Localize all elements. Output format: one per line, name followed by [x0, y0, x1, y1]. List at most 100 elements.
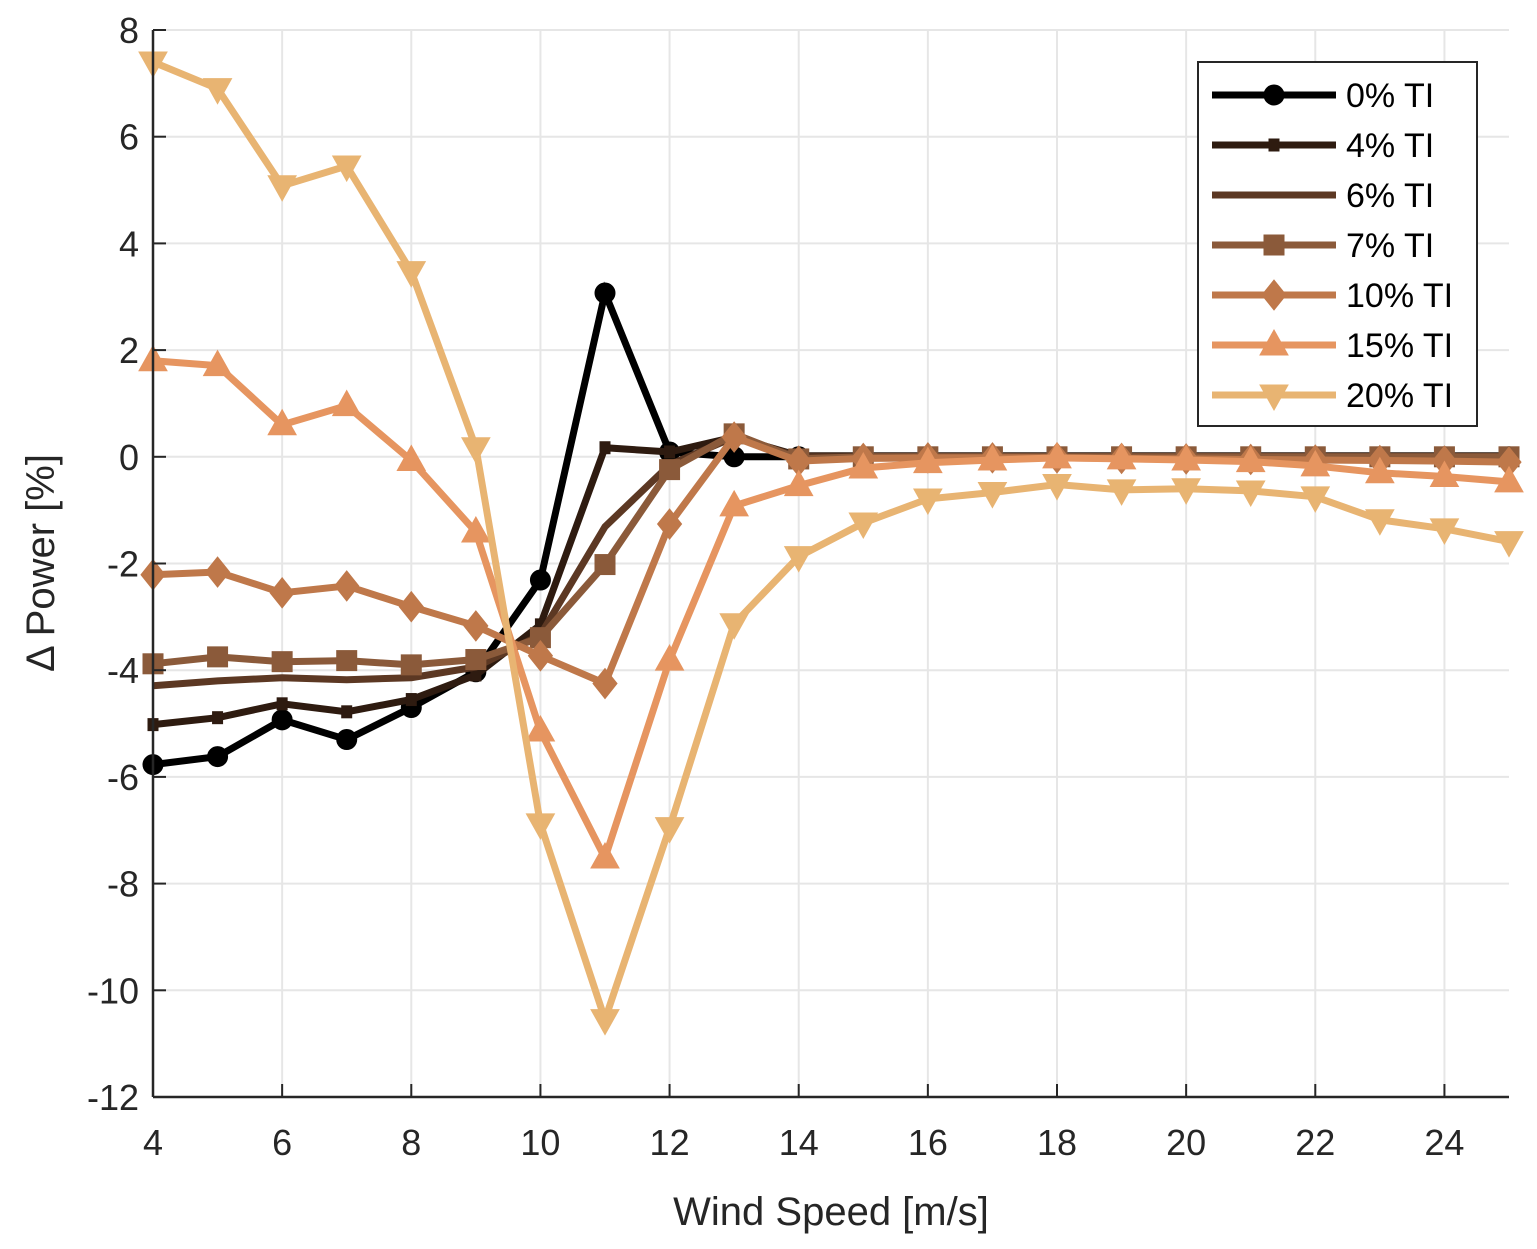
data-point: [1042, 441, 1072, 469]
x-tick-label: 16: [908, 1122, 948, 1163]
data-point: [336, 729, 358, 751]
data-point: [202, 349, 233, 377]
data-point: [1042, 474, 1072, 501]
data-point: [848, 451, 879, 479]
y-tick-label: 8: [119, 10, 139, 51]
legend-marker: [1268, 138, 1280, 152]
x-tick-label: 20: [1166, 1122, 1206, 1163]
y-axis-label: Δ Power [%]: [19, 454, 63, 672]
y-tick-label: 6: [119, 117, 139, 158]
legend-label: 0% TI: [1346, 77, 1434, 115]
data-point: [271, 651, 293, 673]
legend-item: 20% TI: [1212, 377, 1453, 415]
data-point: [719, 489, 749, 517]
y-tick-label: -2: [107, 544, 139, 585]
data-point: [1106, 479, 1137, 506]
x-tick-label: 8: [401, 1122, 421, 1163]
data-point: [1235, 480, 1266, 507]
data-point: [204, 556, 231, 588]
data-point: [461, 437, 491, 464]
data-point: [396, 261, 427, 288]
data-point: [783, 469, 814, 497]
y-tick-label: -6: [107, 757, 139, 798]
data-point: [654, 817, 685, 844]
data-point: [267, 175, 297, 202]
x-tick-label: 12: [650, 1122, 690, 1163]
data-point: [525, 714, 556, 742]
legend-label: 4% TI: [1346, 127, 1434, 165]
data-point: [400, 654, 422, 676]
series-line: [151, 58, 1510, 1031]
data-point: [1429, 518, 1460, 545]
data-point: [334, 570, 360, 602]
data-point: [594, 282, 616, 304]
data-point: [783, 546, 814, 573]
legend-item: 7% TI: [1212, 227, 1434, 265]
data-point: [654, 644, 685, 671]
data-point: [977, 482, 1008, 509]
data-point: [848, 512, 879, 539]
legend-item: 10% TI: [1212, 277, 1453, 315]
data-point: [1494, 465, 1524, 493]
legend-marker: [1259, 384, 1289, 412]
legend-marker: [1261, 279, 1287, 311]
data-point: [461, 516, 491, 543]
legend-label: 20% TI: [1346, 377, 1453, 415]
data-point: [331, 389, 362, 417]
x-tick-label: 6: [272, 1122, 292, 1163]
legend-marker: [1263, 84, 1285, 106]
data-point: [594, 554, 616, 576]
legend-item: 4% TI: [1212, 127, 1434, 165]
data-point: [1171, 478, 1201, 505]
data-point: [331, 155, 362, 183]
legend-label: 6% TI: [1346, 177, 1434, 215]
legend-label: 10% TI: [1346, 277, 1453, 315]
data-point: [721, 421, 747, 453]
y-tick-label: 2: [119, 330, 139, 371]
data-point: [463, 610, 489, 642]
data-point: [398, 590, 424, 623]
y-tick-label: -12: [87, 1077, 139, 1118]
data-point: [719, 613, 749, 640]
data-point: [599, 441, 611, 455]
data-point: [977, 443, 1008, 471]
data-point: [1235, 445, 1266, 473]
data-point: [1300, 449, 1331, 477]
data-point: [1106, 442, 1137, 470]
series-15-ti: [138, 344, 1524, 869]
data-point: [465, 649, 487, 671]
data-point: [527, 639, 554, 672]
y-tick-label: -8: [107, 864, 139, 905]
data-point: [396, 444, 427, 472]
x-tick-label: 18: [1037, 1122, 1077, 1163]
data-point: [1429, 460, 1460, 488]
x-tick-label: 4: [143, 1122, 163, 1163]
legend-marker: [1263, 234, 1285, 256]
x-tick-label: 24: [1424, 1122, 1464, 1163]
data-point: [1365, 509, 1395, 536]
data-point: [336, 650, 358, 672]
axes: [151, 29, 1509, 1099]
data-point: [267, 408, 297, 436]
data-point: [405, 693, 417, 707]
data-point: [1365, 456, 1395, 484]
data-point: [664, 445, 676, 459]
legend-label: 7% TI: [1346, 227, 1434, 265]
data-point: [276, 697, 288, 711]
data-point: [656, 508, 683, 540]
data-point: [590, 1009, 620, 1036]
data-point: [1171, 443, 1201, 471]
series-20-ti: [138, 51, 1524, 1036]
x-axis-label: Wind Speed [m/s]: [673, 1190, 989, 1234]
data-point: [207, 646, 229, 668]
x-tick-label: 14: [779, 1122, 819, 1163]
data-point: [1494, 531, 1524, 558]
series-layer: [138, 51, 1524, 1036]
data-point: [271, 709, 293, 731]
x-tick-label: 22: [1295, 1122, 1335, 1163]
y-tick-labels: -12 -10 -8 -6 -4 -2 0 2 4 6 8: [87, 10, 139, 1118]
series-line: [152, 357, 1510, 868]
data-point: [341, 705, 353, 719]
data-point: [913, 488, 943, 515]
